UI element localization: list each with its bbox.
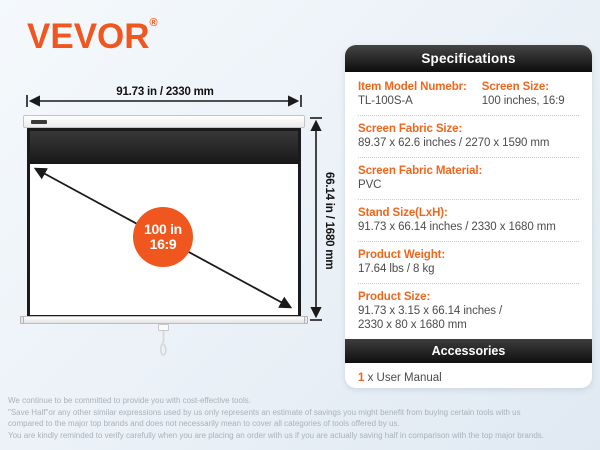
- disclaimer-line-4: You are kindly reminded to verify carefu…: [8, 430, 544, 440]
- spec-row-fabric-size: Screen Fabric Size: 89.37 x 62.6 inches …: [358, 116, 579, 158]
- screen-top-masking-band: [30, 131, 298, 164]
- disclaimer-text: We continue to be committed to provide y…: [8, 395, 598, 441]
- spec-label: Item Model Numebr:: [358, 81, 467, 93]
- spec-label: Screen Size:: [481, 81, 549, 93]
- badge-size-text: 100 in: [144, 221, 182, 237]
- disclaimer-line-2: "Save Half"or any other similar expressi…: [8, 407, 521, 417]
- spec-value: TL-100S-A: [358, 95, 413, 107]
- accessory-qty: 1: [358, 372, 365, 384]
- bottom-bar-left-cap: [20, 316, 24, 324]
- spec-row-stand-size: Stand Size(LxH): 91.73 x 66.14 inches / …: [358, 200, 579, 242]
- specifications-body: Item Model Numebr: TL-100S-A Screen Size…: [345, 72, 592, 339]
- spec-value: 91.73 x 66.14 inches / 2330 x 1680 mm: [358, 221, 556, 233]
- height-dimension-label: 66.14 in / 1680 mm: [323, 171, 335, 270]
- spec-row-fabric-material: Screen Fabric Material: PVC: [358, 158, 579, 200]
- pull-handle: [158, 324, 169, 331]
- spec-label: Screen Fabric Material:: [358, 165, 483, 177]
- accessories-header: Accessories: [345, 339, 592, 363]
- spec-label: Product Weight:: [358, 249, 446, 261]
- spec-value: 17.64 lbs / 8 kg: [358, 263, 435, 275]
- disclaimer-line-1: We continue to be committed to provide y…: [8, 396, 251, 405]
- specifications-panel: Specifications Item Model Numebr: TL-100…: [345, 45, 592, 388]
- pull-cord: [160, 331, 167, 356]
- spec-label: Stand Size(LxH):: [358, 207, 448, 219]
- spec-value: 91.73 x 3.15 x 66.14 inches / 2330 x 80 …: [358, 305, 503, 331]
- specifications-header: Specifications: [345, 45, 592, 72]
- housing-brand-mark: [31, 120, 47, 124]
- spec-item-model: Item Model Numebr: TL-100S-A: [358, 80, 482, 108]
- spec-value: 100 inches, 16:9: [481, 95, 565, 107]
- screen-housing-bar: [23, 115, 305, 128]
- badge-ratio-text: 16:9: [149, 236, 177, 252]
- vevor-logo-text: VEVOR: [27, 17, 150, 56]
- disclaimer-line-3: compared to the major top brands and doe…: [8, 419, 400, 428]
- registered-trademark-icon: ®: [149, 17, 158, 29]
- width-dimension-label: 91.73 in / 2330 mm: [116, 86, 214, 98]
- bottom-bar-right-cap: [304, 316, 308, 324]
- spec-row-product-weight: Product Weight: 17.64 lbs / 8 kg: [358, 242, 579, 284]
- screen-bottom-weight-bar: [20, 316, 308, 324]
- spec-value: PVC: [358, 179, 382, 191]
- accessory-name: x User Manual: [364, 372, 442, 384]
- spec-label: Product Size:: [358, 291, 431, 303]
- vevor-logo: VEVOR®: [27, 17, 158, 57]
- accessory-item: 1 x User Manual: [345, 363, 592, 388]
- screen-size-badge: 100 in 16:9: [133, 207, 193, 267]
- spec-row-product-size: Product Size: 91.73 x 3.15 x 66.14 inche…: [358, 284, 579, 339]
- spec-row-model-and-size: Item Model Numebr: TL-100S-A Screen Size…: [358, 74, 579, 116]
- spec-label: Screen Fabric Size:: [358, 123, 463, 135]
- spec-value: 89.37 x 62.6 inches / 2270 x 1590 mm: [358, 137, 550, 149]
- spec-item-screen-size: Screen Size: 100 inches, 16:9: [482, 80, 579, 108]
